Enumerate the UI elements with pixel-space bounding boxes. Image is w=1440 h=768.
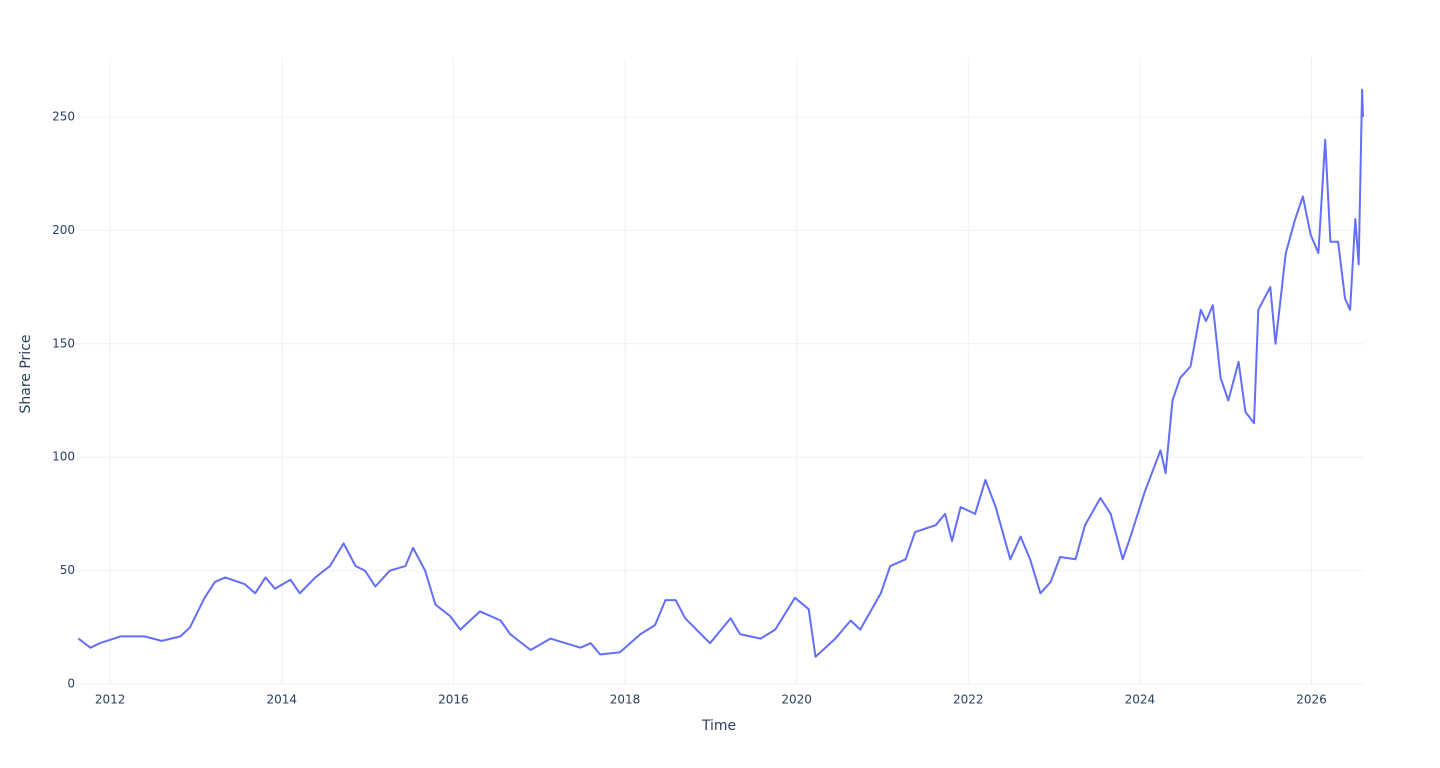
x-tick-label: 2026: [1296, 693, 1327, 707]
price-line: [77, 88, 1364, 658]
x-tick-label: 2014: [267, 693, 298, 707]
x-tick-label: 2020: [781, 693, 812, 707]
y-tick-label: 250: [52, 109, 75, 123]
x-tick-label: 2016: [438, 693, 469, 707]
x-tick-label: 2022: [953, 693, 984, 707]
y-tick-label: 0: [67, 677, 75, 691]
y-tick-label: 200: [52, 223, 75, 237]
y-axis-title: Share Price: [18, 334, 34, 413]
x-tick-label: 2024: [1125, 693, 1156, 707]
y-tick-label: 50: [60, 563, 75, 577]
x-axis-title: Time: [701, 718, 736, 734]
y-tick-label: 150: [52, 336, 75, 350]
x-tick-label: 2012: [95, 693, 126, 707]
x-tick-label: 2018: [610, 693, 641, 707]
y-tick-label: 100: [52, 450, 75, 464]
